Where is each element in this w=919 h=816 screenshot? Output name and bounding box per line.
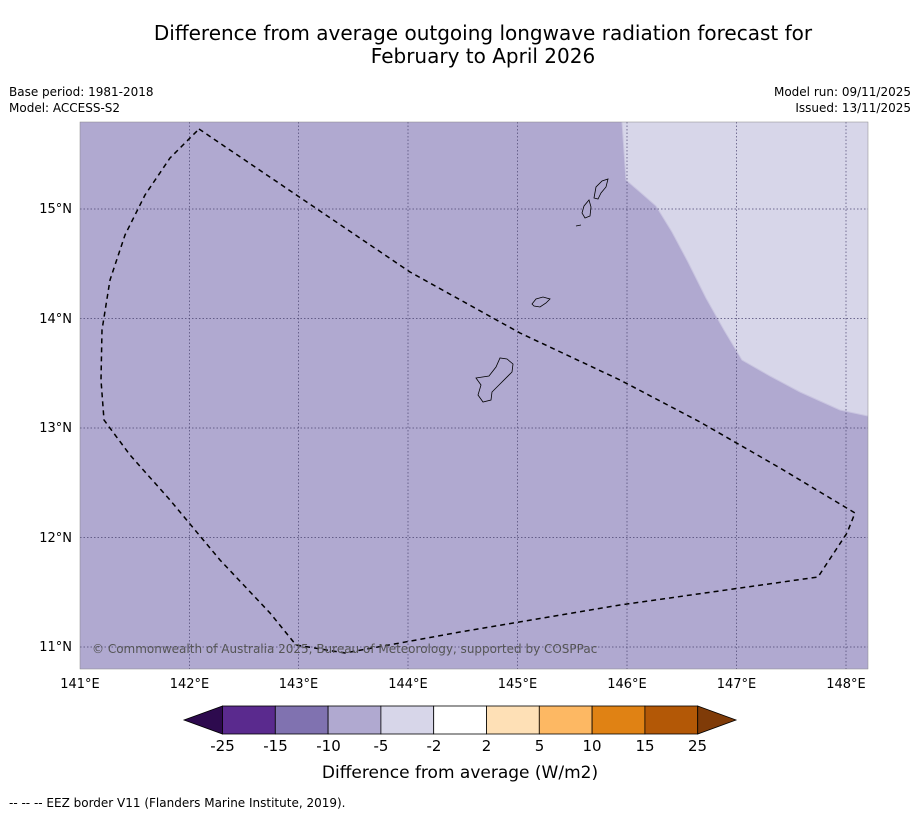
anomaly-region-light	[622, 122, 868, 416]
island-guam	[475, 357, 514, 403]
colorbar-segment	[538, 705, 593, 735]
eez-border	[100, 128, 856, 654]
island-tinian	[581, 199, 592, 219]
map-frame	[79, 121, 869, 670]
lon-tick-labels: 141°E 142°E 143°E 144°E 145°E 146°E 147°…	[60, 677, 866, 692]
colorbar-extend-low	[182, 705, 223, 735]
lat-tick-15: 15°N	[39, 202, 72, 217]
lat-tick-13: 13°N	[39, 421, 72, 436]
colorbar-label-m5: -5	[374, 737, 389, 755]
colorbar-title: Difference from average (W/m2)	[322, 763, 598, 783]
islands	[475, 178, 609, 403]
lat-tick-14: 14°N	[39, 312, 72, 327]
colorbar	[182, 705, 738, 735]
lon-tick-147: 147°E	[717, 677, 757, 692]
lon-tick-146: 146°E	[607, 677, 647, 692]
island-aguijan	[575, 224, 582, 227]
colorbar-label-10: 10	[582, 737, 601, 755]
lat-tick-12: 12°N	[39, 531, 72, 546]
chart-title: Difference from average outgoing longwav…	[0, 22, 919, 68]
colorbar-segment	[327, 705, 382, 735]
colorbar-label-5: 5	[535, 737, 545, 755]
colorbar-segment	[433, 705, 487, 735]
gridlines	[80, 122, 868, 669]
copyright-text: © Commonwealth of Australia 2025, Bureau…	[92, 642, 597, 656]
lat-tick-labels: 15°N 14°N 13°N 12°N 11°N	[39, 202, 72, 655]
colorbar-label-m10: -10	[316, 737, 341, 755]
lon-tick-144: 144°E	[388, 677, 428, 692]
colorbar-segment	[222, 705, 276, 735]
anomaly-region-edge	[621, 121, 869, 417]
meta-right: Model run: 09/11/2025 Issued: 13/11/2025	[774, 84, 911, 116]
eez-footnote: -- -- -- EEZ border V11 (Flanders Marine…	[9, 796, 346, 810]
colorbar-segment	[486, 705, 540, 735]
colorbar-label-m25: -25	[210, 737, 235, 755]
island-rota	[531, 296, 551, 308]
model-run-text: Model run: 09/11/2025	[773, 85, 911, 99]
colorbar-label-m2: -2	[427, 737, 442, 755]
lon-tick-143: 143°E	[279, 677, 319, 692]
lat-tick-11: 11°N	[39, 640, 72, 655]
colorbar-segment	[591, 705, 646, 735]
lon-tick-142: 142°E	[170, 677, 210, 692]
colorbar-labels: -25 -15 -10 -5 -2 2 5 10 15 25	[210, 737, 707, 755]
colorbar-segment	[644, 705, 699, 735]
colorbar-label-25: 25	[688, 737, 707, 755]
colorbar-segment	[380, 705, 435, 735]
colorbar-label-m15: -15	[263, 737, 288, 755]
lon-tick-145: 145°E	[498, 677, 538, 692]
colorbar-extend-high	[697, 705, 738, 735]
title-line-2: February to April 2026	[370, 44, 596, 68]
lon-tick-148: 148°E	[826, 677, 866, 692]
meta-left: Base period: 1981-2018 Model: ACCESS-S2	[9, 84, 154, 116]
island-saipan	[593, 178, 609, 200]
model-text: Model: ACCESS-S2	[9, 101, 121, 115]
issued-text: Issued: 13/11/2025	[795, 101, 911, 115]
colorbar-label-15: 15	[635, 737, 654, 755]
lon-tick-141: 141°E	[60, 677, 100, 692]
base-period-text: Base period: 1981-2018	[9, 85, 154, 99]
colorbar-label-2: 2	[482, 737, 492, 755]
title-line-1: Difference from average outgoing longwav…	[153, 21, 813, 45]
colorbar-segment	[274, 705, 329, 735]
